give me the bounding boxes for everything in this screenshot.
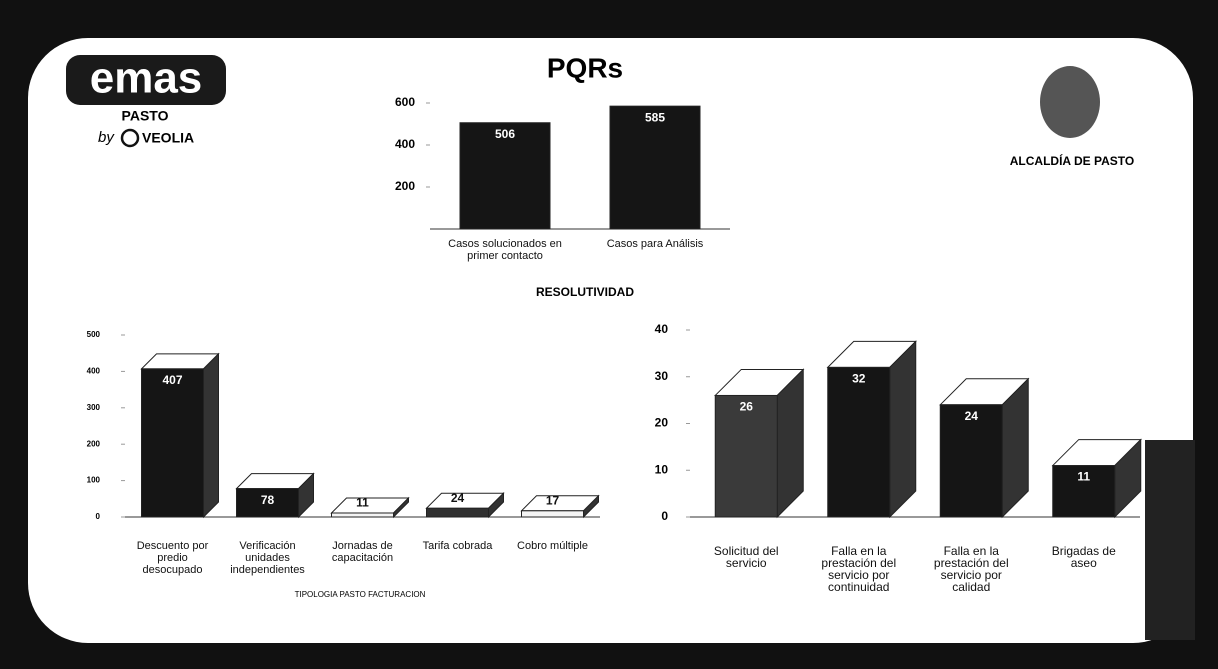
x-tick-label: Solicitud del servicio bbox=[701, 545, 791, 569]
y-tick-label: 300 bbox=[87, 403, 101, 412]
y-tick-label: 600 bbox=[395, 95, 415, 109]
y-tick-label: 400 bbox=[87, 367, 101, 376]
y-tick-label: 200 bbox=[87, 439, 101, 448]
logo-brand: emas bbox=[90, 54, 203, 103]
y-tick-label: 100 bbox=[87, 476, 101, 485]
bar bbox=[828, 367, 890, 517]
value-label: 585 bbox=[645, 110, 665, 124]
value-label: 11 bbox=[356, 496, 369, 510]
y-tick-label: 500 bbox=[87, 330, 101, 339]
decoration bbox=[1145, 440, 1195, 640]
y-tick-label: 0 bbox=[96, 512, 101, 521]
bar bbox=[142, 369, 204, 517]
y-tick-label: 0 bbox=[661, 509, 668, 523]
x-tick-label: Jornadas de capacitación bbox=[318, 540, 408, 564]
x-axis-label: TIPOLOGIA PASTO FACTURACION bbox=[295, 590, 426, 599]
value-label: 26 bbox=[740, 400, 754, 414]
y-tick-label: 20 bbox=[655, 416, 669, 430]
value-label: 78 bbox=[261, 493, 275, 507]
value-label: 407 bbox=[162, 373, 182, 387]
bar-side bbox=[777, 369, 803, 517]
bar bbox=[715, 395, 777, 517]
value-label: 32 bbox=[852, 372, 866, 386]
value-label: 506 bbox=[495, 127, 515, 141]
bar bbox=[610, 106, 700, 229]
x-tick-label: Falla en la prestación del servicio por … bbox=[814, 545, 904, 593]
mayor-label: ALCALDÍA DE PASTO bbox=[1010, 153, 1134, 168]
chart-title: RESOLUTIVIDAD bbox=[536, 285, 634, 299]
value-label: 11 bbox=[1077, 470, 1090, 484]
y-tick-label: 30 bbox=[655, 369, 669, 383]
x-tick-label: Casos solucionados en primer contacto bbox=[440, 238, 570, 262]
y-tick-label: 400 bbox=[395, 137, 415, 151]
bar-side bbox=[890, 341, 916, 517]
x-tick-label: Descuento por predio desocupado bbox=[128, 540, 218, 576]
bar bbox=[522, 511, 584, 517]
x-tick-label: Cobro múltiple bbox=[508, 540, 598, 552]
x-tick-label: Verificación unidades independientes bbox=[223, 540, 313, 576]
x-tick-label: Falla en la prestación del servicio por … bbox=[926, 545, 1016, 593]
logo-city: PASTO bbox=[122, 108, 169, 124]
coat-of-arms bbox=[1040, 66, 1100, 138]
y-tick-label: 10 bbox=[655, 462, 669, 476]
chart-title: PQRs bbox=[547, 52, 623, 83]
bar bbox=[332, 513, 394, 517]
x-tick-label: Tarifa cobrada bbox=[413, 540, 503, 552]
value-label: 17 bbox=[546, 493, 560, 507]
logo-partner: VEOLIA bbox=[142, 130, 194, 146]
value-label: 24 bbox=[965, 409, 979, 423]
value-label: 24 bbox=[451, 491, 465, 505]
logo-by: by bbox=[98, 129, 115, 146]
slide: emas PASTO by VEOLIA ALCALDÍA DE PASTO P… bbox=[0, 0, 1218, 669]
bar bbox=[427, 508, 489, 517]
y-tick-label: 200 bbox=[395, 179, 415, 193]
x-tick-label: Brigadas de aseo bbox=[1039, 545, 1129, 569]
y-tick-label: 40 bbox=[655, 322, 669, 336]
bar-side bbox=[204, 354, 219, 517]
x-tick-label: Casos para Análisis bbox=[590, 238, 720, 250]
